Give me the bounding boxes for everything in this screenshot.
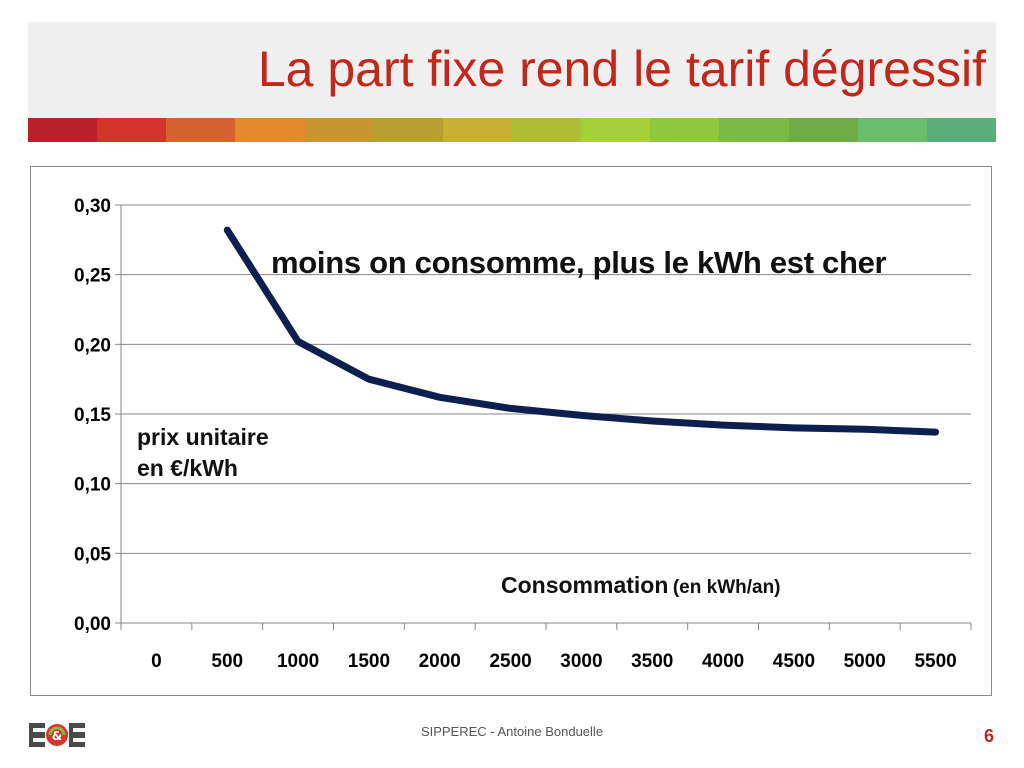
y-axis-label: prix unitaire en €/kWh (137, 424, 269, 481)
color-strip-segment (926, 118, 996, 142)
color-strip-segment (511, 118, 582, 142)
data-point (580, 414, 582, 416)
svg-text:&: & (52, 729, 62, 743)
page-number: 6 (983, 726, 994, 746)
footer-text: SIPPEREC - Antoine Bonduelle (420, 724, 604, 739)
y-tick-label: 0,10 (74, 475, 111, 496)
x-tick-label: 500 (211, 651, 243, 672)
x-tick-label: 4500 (773, 651, 815, 672)
data-point (226, 229, 228, 231)
color-strip-segment (304, 118, 374, 142)
y-tick-label: 0,20 (74, 335, 111, 356)
data-point (864, 428, 866, 430)
slide-title: La part fixe rend le tarif dégressif (257, 41, 986, 97)
color-strip-segment (650, 118, 720, 142)
x-tick-label: 2000 (419, 651, 461, 672)
title-band (28, 22, 996, 118)
color-strip (28, 118, 996, 142)
y-tick-label: 0,15 (74, 405, 111, 426)
color-strip-segment (857, 118, 927, 142)
x-axis-label-unit: (en kWh/an) (672, 577, 781, 598)
x-axis-label: Consommation (en kWh/an) (501, 572, 781, 599)
color-strip-segment (166, 118, 236, 142)
y-tick-label: 0,00 (74, 614, 111, 635)
data-point (793, 427, 795, 429)
chart-frame: 0,00 0,05 0,10 0,15 0,20 0,25 0,30 0 500 1000 1500… (30, 166, 992, 696)
color-strip-segment (442, 118, 512, 142)
color-strip-segment (235, 118, 305, 142)
x-tick-label: 0 (151, 651, 162, 672)
color-strip-segment (28, 118, 98, 142)
color-strip-segment (581, 118, 651, 142)
x-axis-label-main: Consommation (501, 572, 669, 598)
data-point (368, 378, 370, 380)
y-tick-label: 0,30 (74, 196, 111, 217)
chart-annotation: moins on consomme, plus le kWh est cher (271, 245, 887, 280)
x-tick-label: 5000 (844, 651, 886, 672)
data-point (722, 424, 724, 426)
color-strip-segment (719, 118, 789, 142)
color-strip-segment (788, 118, 858, 142)
x-tick-label: 1500 (348, 651, 390, 672)
data-point (651, 420, 653, 422)
x-tick-label: 2500 (489, 651, 531, 672)
ee-logo-icon: & (29, 723, 85, 747)
y-tick-label: 0,05 (74, 544, 111, 565)
x-tick-label: 4000 (702, 651, 744, 672)
x-tick-label: 5500 (914, 651, 956, 672)
data-point (439, 396, 441, 398)
data-point (510, 407, 512, 409)
color-strip-segment (97, 118, 167, 142)
y-tick-label: 0,25 (74, 266, 111, 287)
data-point (297, 341, 299, 343)
x-tick-label: 3000 (560, 651, 602, 672)
color-strip-segment (373, 118, 443, 142)
data-point (935, 431, 937, 433)
line-chart: 0,00 0,05 0,10 0,15 0,20 0,25 0,30 0 500 1000 1500… (74, 196, 972, 672)
x-tick-label: 1000 (277, 651, 319, 672)
x-tick-label: 3500 (631, 651, 673, 672)
